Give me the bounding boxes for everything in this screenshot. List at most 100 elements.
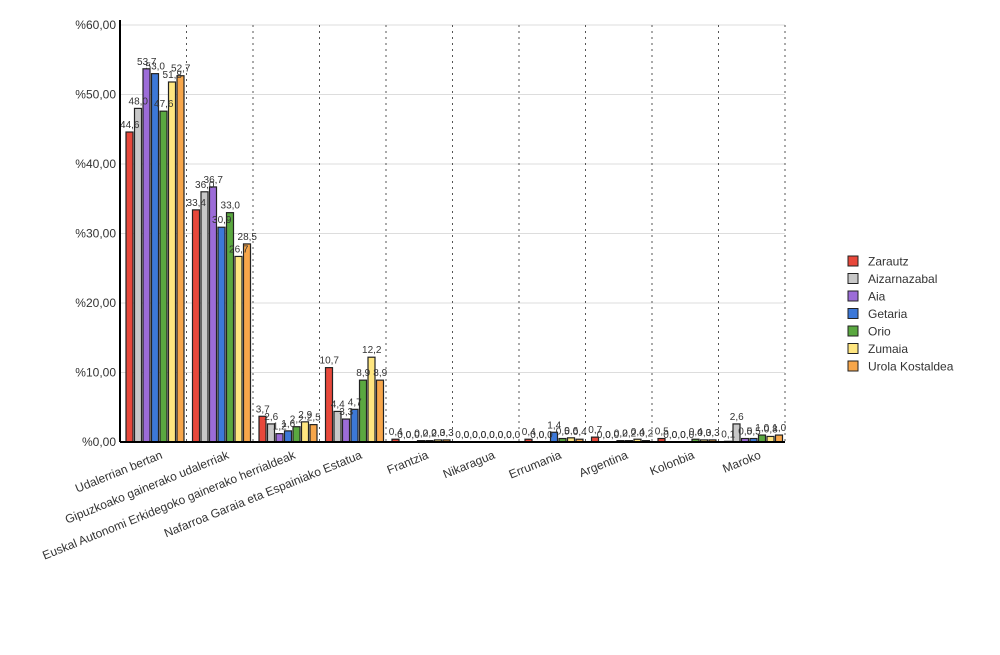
bar-urola-kostaldea [242,243,252,443]
y-tick-label: %60,00 [75,18,116,32]
data-label: 12,2 [362,345,382,356]
data-label: 0,5 [738,427,752,438]
x-category-label: Errumania [507,448,564,482]
legend-label: Zumaia [868,342,908,356]
bar-aia [275,433,284,443]
data-label: 2,6 [730,412,744,423]
data-label: 0,3 [706,428,720,439]
bar-zarautz [125,131,134,443]
legend-swatch [847,360,859,372]
data-label: 0,2 [614,429,628,440]
data-label: 0,0 [455,430,469,441]
legend-label: Orio [868,325,891,339]
data-label: 47,6 [154,99,174,110]
data-label: 0,0 [472,430,486,441]
data-label: 0,2 [414,429,428,440]
data-label: 0,5 [747,427,761,438]
legend-swatch [847,325,859,337]
data-label: 0,0 [406,430,420,441]
data-label: 0,6 [564,426,578,437]
legend-label: Getaria [868,307,908,321]
x-category-label: Euskal Autonomi Erkidegoko gainerako her… [40,447,298,562]
data-label: 1,0 [772,423,786,434]
data-label: 0,0 [663,430,677,441]
data-label: 0,1 [721,429,735,440]
data-label: 1,4 [547,420,561,431]
data-label: 0,0 [498,430,512,441]
data-label: 44,6 [120,120,140,131]
data-label: 0,5 [556,427,570,438]
y-tick-label: %30,00 [75,227,116,241]
x-category-label: Argentina [577,448,630,480]
data-label: 48,0 [129,96,149,107]
data-label: 0,2 [622,429,636,440]
data-label: 0,4 [689,427,703,438]
data-label: 8,9 [356,368,370,379]
y-tick-label: %20,00 [75,296,116,310]
data-label: 36,0 [195,180,215,191]
legend-swatch [847,308,859,319]
legend-swatch [847,290,859,302]
data-label: 0,0 [530,430,544,441]
data-label: 52,7 [171,64,191,75]
data-label: 4,7 [348,397,362,408]
data-label: 0,8 [764,424,778,435]
data-label: 53,0 [146,62,166,73]
legend: Zarautz Aizarnazabal Aia Getaria Orio Zumaia U… [847,255,954,374]
data-label: 33,4 [187,198,207,209]
data-label: 2,6 [264,412,278,423]
bar-zarautz [191,209,201,443]
data-label: 0,0 [397,430,411,441]
data-label: 0,0 [605,430,619,441]
bar-getaria [150,73,160,443]
data-label: 0,3 [431,428,445,439]
bar-urola-kostaldea [375,379,385,443]
data-label: 0,0 [489,430,503,441]
legend-label: Urola Kostaldea [868,360,954,374]
data-label: 4,4 [331,399,345,410]
x-category-label: Frantzia [385,448,431,477]
data-label: 0,5 [655,427,669,438]
data-label: 30,9 [212,215,232,226]
data-label: 1,6 [281,419,295,430]
legend-label: Aizarnazabal [868,272,937,286]
data-label: 1,2 [273,422,287,433]
bar-aia [341,418,351,443]
data-label: 0,4 [389,427,403,438]
data-label: 53,7 [137,57,157,68]
bar-zumaia [167,81,177,443]
data-label: 0,0 [506,430,520,441]
data-labels: 44,6 48,0 53,753,0 47,6 51,852,7 33,4 36,036,7… [120,57,787,441]
data-label: 3,7 [256,404,270,415]
data-label: 0,3 [697,428,711,439]
data-label: 26,7 [229,244,249,255]
data-label: 28,5 [238,232,258,243]
data-label: 2,2 [290,415,304,426]
bar-aizarnazabal [200,191,209,443]
data-label: 2,5 [307,413,321,424]
y-tick-label: %0,00 [82,435,116,449]
data-label: 0,3 [440,428,454,439]
bar-aia [142,68,151,443]
data-label: 8,9 [373,368,387,379]
bar-aizarnazabal [133,107,143,443]
data-label: 0,4 [631,427,645,438]
legend-label: Aia [868,290,886,304]
data-label: 0,0 [464,430,478,441]
data-label: 0,4 [573,427,587,438]
legend-swatch [847,255,859,267]
data-label: 2,9 [298,410,312,421]
data-label: 0,0 [672,430,686,441]
bar-orio [159,110,168,443]
bar-orio [358,379,368,443]
data-label: 1,0 [755,423,769,434]
data-label: 51,8 [163,70,183,81]
y-tick-label: %10,00 [75,366,116,380]
data-label: 0,7 [588,425,602,436]
data-label: 0,0 [597,430,611,441]
bar-urola-kostaldea [774,434,784,443]
y-tick-label: %40,00 [75,157,116,171]
data-label: 0,4 [522,427,536,438]
legend-swatch [847,273,859,284]
